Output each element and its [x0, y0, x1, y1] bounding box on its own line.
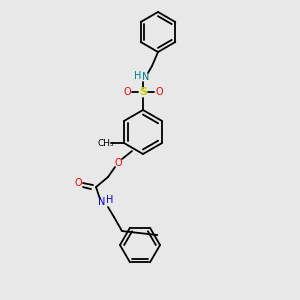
- Text: O: O: [155, 87, 163, 97]
- Text: CH₃: CH₃: [98, 139, 114, 148]
- Text: N: N: [142, 72, 150, 82]
- Text: H: H: [134, 71, 142, 81]
- Text: S: S: [139, 87, 147, 97]
- Text: N: N: [98, 197, 106, 207]
- Text: H: H: [106, 195, 114, 205]
- Text: O: O: [74, 178, 82, 188]
- Text: O: O: [114, 158, 122, 168]
- Text: O: O: [123, 87, 131, 97]
